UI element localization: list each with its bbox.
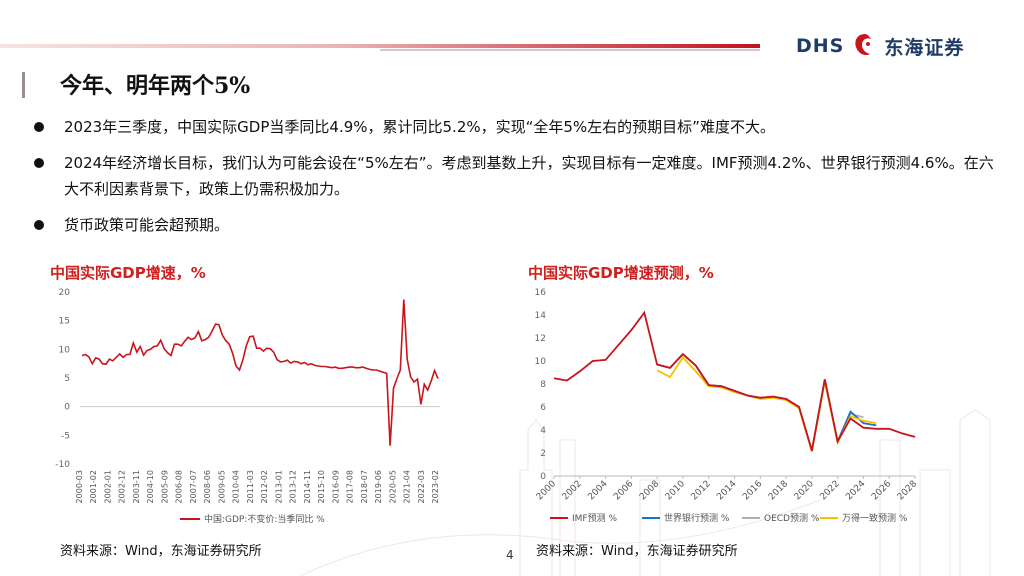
gdp-growth-chart: 20 15 10 5 0 -5 -10 2000-03 2001-02 2002-01 2002-1… [55,288,440,525]
x-tick-label: 2018-07 [360,470,369,503]
bullet-text: 2024年经济增长目标，我们认为可能会设在“5%左右”。考虑到基数上升，实现目标… [64,154,994,198]
page-number: 4 [506,548,514,562]
x-tick-label: 2017-08 [346,470,355,503]
bullet-text: 货币政策可能会超预期。 [64,216,230,234]
right-source-note: 资料来源：Wind，东海证券研究所 [536,544,738,559]
y-tick-label: 8 [540,380,546,390]
x-tick-label: 2028 [896,479,919,502]
y-tick-label: 0 [540,472,546,482]
x-tick-label: 2004 [586,479,609,502]
x-tick-label: 2008 [638,479,661,502]
bullet-list: 2023年三季度，中国实际GDP当季同比4.9%，累计同比5.2%，实现“全年5… [34,114,994,248]
logo-chinese-text: 东海证券 [884,36,965,59]
x-tick-label: 2024 [844,479,867,502]
x-tick-label: 2012-02 [260,470,269,503]
y-tick-label: -5 [61,431,70,441]
logo-dragon-icon [855,34,872,56]
header-accent-bar [0,44,760,48]
x-tick-label: 2016-09 [331,470,340,503]
bullet-item: 货币政策可能会超预期。 [34,212,994,238]
header-accent-line [380,49,760,51]
x-tick-label: 2022-03 [417,470,426,503]
x-tick-label: 2002-01 [103,470,112,503]
gdp-series-line [81,299,439,446]
x-tick-label: 2010 [664,479,687,502]
x-tick-label: 2003-11 [132,470,141,503]
y-tick-label: 2 [540,449,546,459]
bullet-dot-icon [34,122,44,132]
y-tick-label: 15 [59,317,70,327]
x-tick-label: 2012 [690,479,713,502]
left-chart-title: 中国实际GDP增速，% [50,264,206,282]
y-tick-label: 20 [59,288,71,298]
x-tick-label: 2005-09 [160,470,169,503]
forecast-series-line [656,352,877,451]
x-tick-label: 2013-12 [289,470,298,503]
x-tick-label: 2013-01 [274,470,283,503]
title-marker [22,72,25,98]
company-logo: DHS 东海证券 [796,28,964,64]
x-tick-label: 2002 [561,479,584,502]
y-tick-label: 14 [535,311,547,321]
y-tick-label: 4 [540,426,546,436]
x-tick-label: 2004-10 [146,470,155,503]
y-tick-label: 10 [535,357,547,367]
x-tick-label: 2001-02 [89,470,98,503]
x-tick-label: 2000-03 [75,470,84,503]
x-tick-label: 2021-04 [403,470,412,503]
legend-label: OECD预测 % [764,513,820,524]
bullet-item: 2024年经济增长目标，我们认为可能会设在“5%左右”。考虑到基数上升，实现目标… [34,150,994,202]
x-tick-label: 2006-08 [175,470,184,503]
right-chart-title: 中国实际GDP增速预测，% [528,264,714,282]
x-tick-label: 2007-07 [189,470,198,503]
x-tick-label: 2019-06 [374,470,383,503]
legend-label: 中国:GDP:不变价:当季同比 % [204,513,325,525]
x-tick-label: 2008-06 [203,470,212,503]
y-tick-label: -10 [55,460,70,470]
y-tick-label: 12 [535,334,546,344]
forecast-series-line [656,352,864,451]
y-tick-label: 0 [64,403,70,413]
x-tick-label: 2000 [535,479,558,502]
x-tick-label: 2010-04 [232,470,241,503]
x-tick-label: 2023-02 [431,470,440,503]
x-tick-label: 2020-05 [388,470,397,503]
bullet-item: 2023年三季度，中国实际GDP当季同比4.9%，累计同比5.2%，实现“全年5… [34,114,994,140]
y-tick-label: 6 [540,403,546,413]
x-tick-label: 2018 [767,479,790,502]
page-title: 今年、明年两个5% [60,73,251,99]
bullet-dot-icon [34,220,44,230]
y-tick-label: 5 [64,374,70,384]
y-tick-label: 10 [59,345,71,355]
bullet-text: 2023年三季度，中国实际GDP当季同比4.9%，累计同比5.2%，实现“全年5… [64,118,775,136]
logo-latin-text: DHS [796,35,845,57]
legend-label: 万得一致预测 % [842,512,908,524]
legend-label: 世界银行预测 % [664,512,730,524]
x-tick-label: 2009-05 [217,470,226,503]
x-tick-label: 2020 [793,479,816,502]
y-tick-label: 16 [535,288,547,298]
x-tick-label: 2002-12 [118,470,127,503]
forecast-series-line [553,310,916,451]
bullet-dot-icon [34,158,44,168]
x-tick-label: 2014-11 [303,470,312,503]
x-tick-label: 2006 [612,479,635,502]
forecast-series-line [656,356,877,453]
x-tick-label: 2014 [715,479,738,502]
x-tick-label: 2016 [741,479,764,502]
x-tick-label: 2015-10 [317,470,326,503]
left-source-note: 资料来源：Wind，东海证券研究所 [60,544,262,559]
x-tick-label: 2011-03 [246,470,255,503]
x-tick-label: 2026 [870,479,893,502]
legend-label: IMF预测 % [572,513,617,524]
x-tick-label: 2022 [818,479,841,502]
